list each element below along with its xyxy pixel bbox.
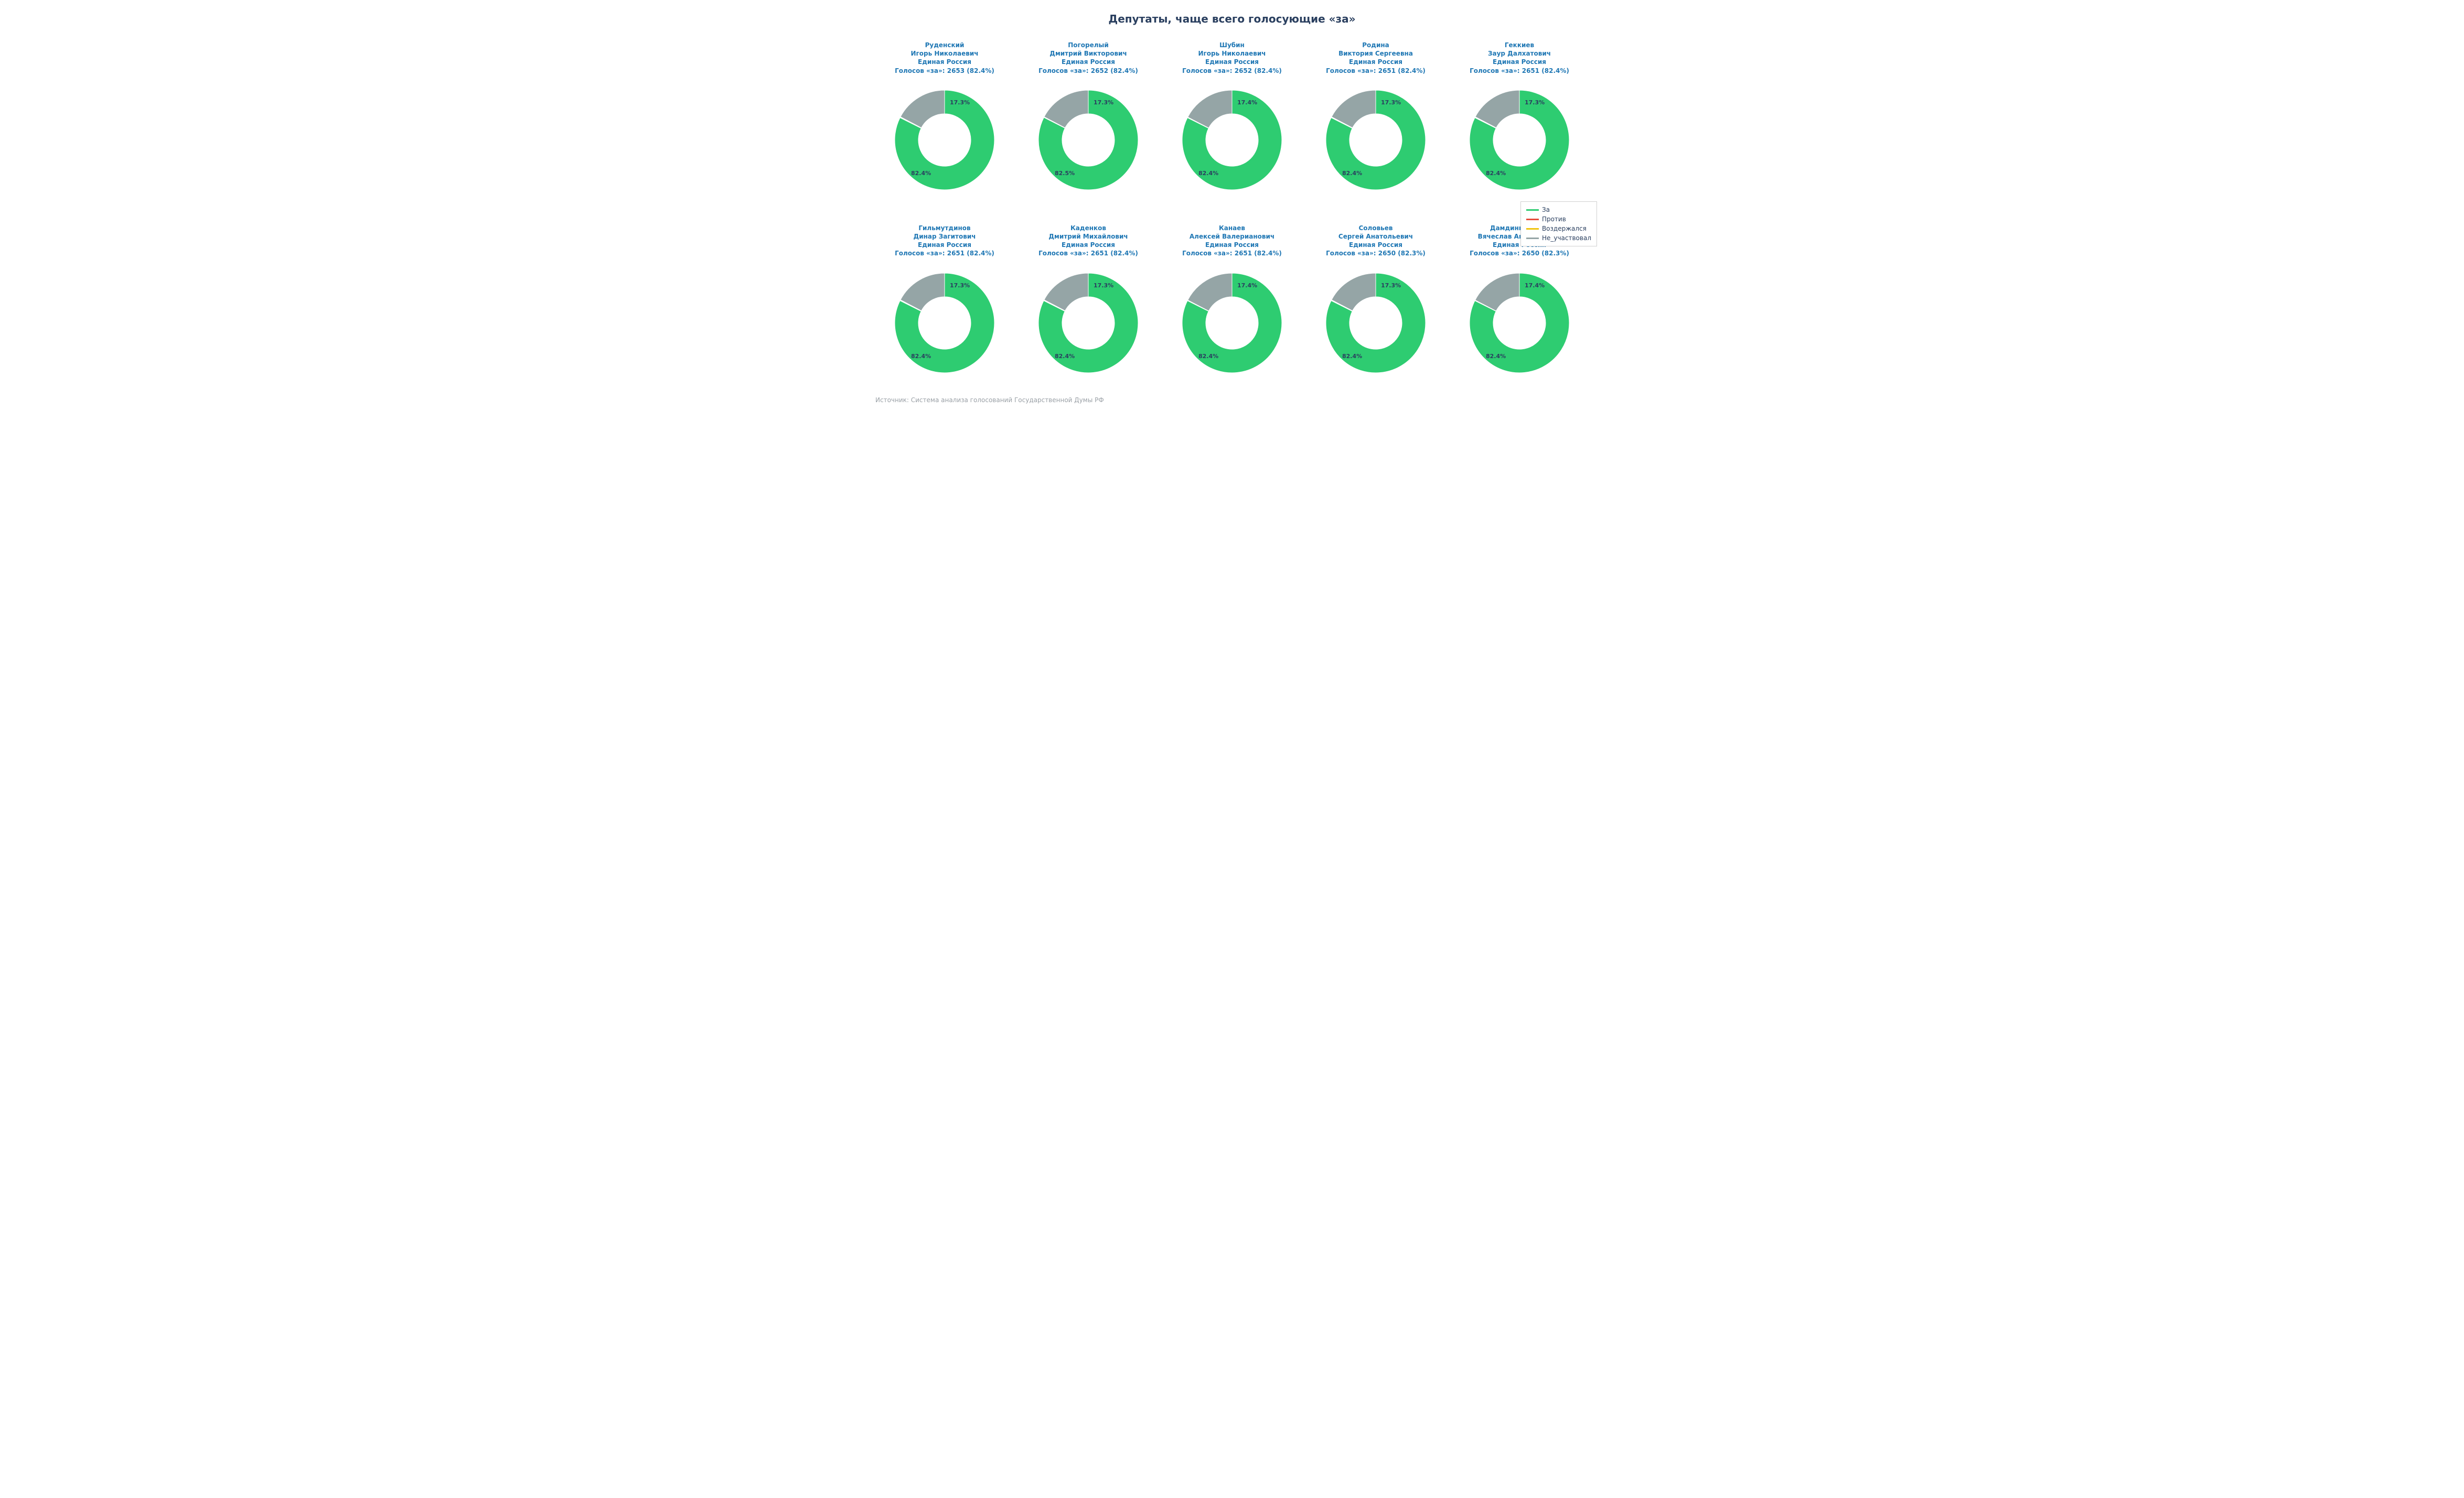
chart-cell: Каденков Дмитрий Михайлович Единая Росси… bbox=[1019, 224, 1158, 375]
slice-label-absent: 17.3% bbox=[1094, 99, 1113, 106]
chart-subtitle: Погорелый Дмитрий Викторович Единая Росс… bbox=[1038, 41, 1138, 75]
slice-label-absent: 17.4% bbox=[1525, 282, 1545, 289]
chart-cell: Руденский Игорь Николаевич Единая Россия… bbox=[875, 41, 1014, 192]
slice-label-for: 82.5% bbox=[1055, 170, 1075, 177]
slice-label-absent: 17.4% bbox=[1237, 99, 1257, 106]
chart-cell: Канаев Алексей Валерианович Единая Росси… bbox=[1163, 224, 1301, 375]
donut-chart: 17.4% 82.4% bbox=[1467, 271, 1572, 375]
legend-swatch bbox=[1526, 219, 1539, 220]
donut-chart: 17.3% 82.4% bbox=[892, 271, 997, 375]
legend-label: Не_участвовал bbox=[1542, 234, 1591, 242]
slice-label-absent: 17.4% bbox=[1237, 282, 1257, 289]
chart-cell: Дамдинцурунов Вячеслав Анатольевич Едина… bbox=[1450, 224, 1589, 375]
donut-chart: 17.3% 82.4% bbox=[1323, 271, 1428, 375]
donut-chart: 17.4% 82.4% bbox=[1180, 88, 1284, 192]
legend-swatch bbox=[1526, 238, 1539, 239]
donut-chart: 17.3% 82.4% bbox=[1036, 271, 1141, 375]
slice-label-for: 82.4% bbox=[1486, 353, 1506, 360]
chart-cell: Шубин Игорь Николаевич Единая Россия Гол… bbox=[1163, 41, 1301, 192]
legend-row: Не_участвовал bbox=[1526, 233, 1591, 243]
donut-chart: 17.3% 82.4% bbox=[1467, 88, 1572, 192]
legend: За Против Воздержался Не_участвовал bbox=[1520, 201, 1597, 246]
slice-label-absent: 17.3% bbox=[1381, 99, 1401, 106]
chart-subtitle: Гильмутдинов Динар Загитович Единая Росс… bbox=[895, 224, 994, 258]
legend-label: За bbox=[1542, 206, 1550, 213]
slice-label-for: 82.4% bbox=[1198, 353, 1218, 360]
slice-label-for: 82.4% bbox=[1055, 353, 1075, 360]
chart-grid: Руденский Игорь Николаевич Единая Россия… bbox=[875, 41, 1589, 375]
slice-label-absent: 17.3% bbox=[1381, 282, 1401, 289]
slice-label-for: 82.4% bbox=[1342, 353, 1362, 360]
chart-subtitle: Геккиев Заур Далхатович Единая Россия Го… bbox=[1470, 41, 1569, 75]
chart-subtitle: Канаев Алексей Валерианович Единая Росси… bbox=[1182, 224, 1282, 258]
slice-label-absent: 17.3% bbox=[1525, 99, 1545, 106]
legend-label: Воздержался bbox=[1542, 225, 1587, 232]
slice-label-for: 82.4% bbox=[1486, 170, 1506, 177]
legend-swatch bbox=[1526, 209, 1539, 211]
legend-row: Воздержался bbox=[1526, 224, 1591, 233]
chart-cell: Погорелый Дмитрий Викторович Единая Росс… bbox=[1019, 41, 1158, 192]
slice-label-absent: 17.3% bbox=[950, 99, 970, 106]
chart-page: Депутаты, чаще всего голосующие «за» Руд… bbox=[865, 0, 1599, 425]
chart-cell: Геккиев Заур Далхатович Единая Россия Го… bbox=[1450, 41, 1589, 192]
page-title: Депутаты, чаще всего голосующие «за» bbox=[875, 13, 1589, 25]
slice-label-for: 82.4% bbox=[911, 170, 931, 177]
chart-subtitle: Родина Виктория Сергеевна Единая Россия … bbox=[1326, 41, 1426, 75]
donut-chart: 17.4% 82.4% bbox=[1180, 271, 1284, 375]
chart-cell: Соловьев Сергей Анатольевич Единая Росси… bbox=[1306, 224, 1445, 375]
chart-subtitle: Руденский Игорь Николаевич Единая Россия… bbox=[895, 41, 994, 75]
footer-source: Источник: Система анализа голосований Го… bbox=[875, 396, 1589, 404]
chart-cell: Родина Виктория Сергеевна Единая Россия … bbox=[1306, 41, 1445, 192]
legend-swatch bbox=[1526, 228, 1539, 230]
donut-chart: 17.3% 82.4% bbox=[892, 88, 997, 192]
chart-cell: Гильмутдинов Динар Загитович Единая Росс… bbox=[875, 224, 1014, 375]
slice-label-absent: 17.3% bbox=[950, 282, 970, 289]
slice-label-absent: 17.3% bbox=[1094, 282, 1113, 289]
legend-label: Против bbox=[1542, 215, 1566, 223]
chart-subtitle: Шубин Игорь Николаевич Единая Россия Гол… bbox=[1182, 41, 1282, 75]
legend-row: За bbox=[1526, 205, 1591, 214]
slice-label-for: 82.4% bbox=[1198, 170, 1218, 177]
donut-chart: 17.3% 82.4% bbox=[1323, 88, 1428, 192]
slice-label-for: 82.4% bbox=[911, 353, 931, 360]
legend-row: Против bbox=[1526, 214, 1591, 224]
slice-label-for: 82.4% bbox=[1342, 170, 1362, 177]
chart-subtitle: Каденков Дмитрий Михайлович Единая Росси… bbox=[1038, 224, 1138, 258]
chart-subtitle: Соловьев Сергей Анатольевич Единая Росси… bbox=[1326, 224, 1426, 258]
donut-chart: 17.3% 82.5% bbox=[1036, 88, 1141, 192]
